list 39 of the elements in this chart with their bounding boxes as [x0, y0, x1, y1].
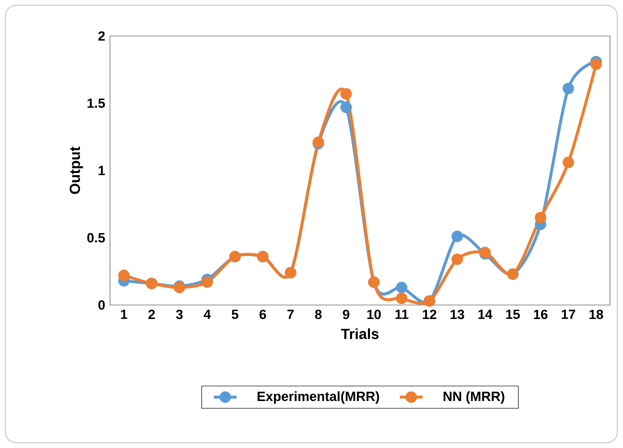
y-tick-label: 2: [98, 31, 105, 41]
legend-label: NN (MRR): [444, 391, 504, 404]
point: [396, 282, 408, 294]
x-tick-label: 12: [422, 310, 436, 320]
x-tick-label: 18: [590, 310, 604, 320]
point: [396, 292, 408, 304]
x-tick-label: 11: [395, 310, 408, 319]
point: [534, 212, 546, 224]
x-axis-title: Trials: [341, 328, 379, 340]
x-tick-label: 7: [287, 310, 294, 319]
y-tick-label: 1: [98, 166, 105, 176]
x-tick-label: 15: [506, 310, 520, 319]
x-tick-label: 1: [121, 310, 128, 319]
x-tick-label: 10: [367, 310, 381, 320]
point: [590, 58, 602, 70]
x-tick-label: 3: [176, 310, 183, 320]
point: [118, 270, 130, 282]
legend-label: Experimental(MRR): [258, 391, 380, 404]
x-tick-label: 14: [478, 310, 492, 319]
x-tick-label: 8: [315, 310, 322, 320]
point: [340, 88, 352, 100]
point: [201, 276, 213, 288]
y-tick-label: 0.5: [87, 233, 105, 242]
x-tick-label: 4: [204, 310, 211, 319]
x-tick-label: 17: [562, 310, 576, 319]
x-tick-label: 2: [148, 310, 155, 320]
point: [562, 82, 574, 94]
x-tick-label: 13: [450, 310, 464, 320]
x-tick-label: 6: [260, 310, 266, 320]
point: [340, 102, 352, 114]
x-tick-label: 5: [232, 310, 238, 319]
y-tick-label: 1.5: [88, 98, 105, 108]
x-tick-label: 16: [534, 310, 548, 320]
point: [562, 156, 574, 168]
y-axis-title: Output: [70, 146, 83, 194]
x-tick-label: 9: [342, 310, 350, 320]
y-tick-label: 0: [98, 300, 105, 310]
point: [451, 230, 463, 242]
point: [451, 254, 463, 265]
